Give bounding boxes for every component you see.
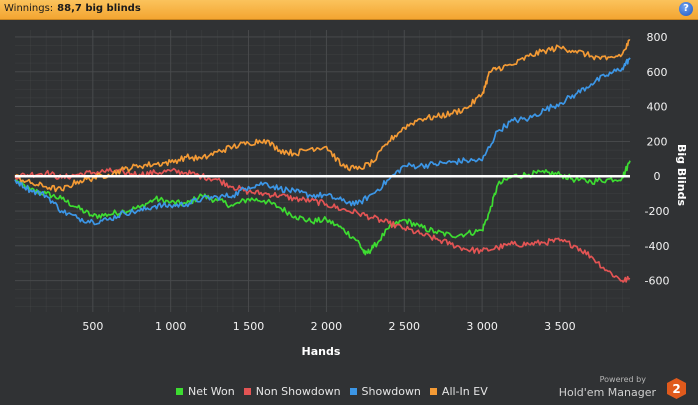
x-axis-ticks: 500 1 000 1 500 2 000 2 500 3 000 3 500 <box>82 320 575 333</box>
winnings-value: 88,7 big blinds <box>57 3 141 14</box>
branding: Powered by Hold'em Manager 2 <box>546 373 686 403</box>
version-badge: 2 <box>672 382 680 396</box>
x-tick-label: 500 <box>82 320 103 333</box>
y-tick-label: 600 <box>647 66 668 79</box>
y-tick-label: 800 <box>647 31 668 44</box>
winnings-chart: 500 1 000 1 500 2 000 2 500 3 000 3 500 800 600… <box>14 30 688 358</box>
title-bar: Winnings: 88,7 big blinds ? <box>0 0 698 20</box>
winnings-label: Winnings: <box>4 3 54 14</box>
y-tick-label: 400 <box>647 101 668 114</box>
x-tick-label: 3 000 <box>466 320 498 333</box>
chart-legend: Net Won Non Showdown Showdown All-In EV <box>176 385 497 398</box>
y-tick-label: -600 <box>645 275 670 288</box>
series-line-all-in-ev <box>14 39 631 193</box>
legend-item: Non Showdown <box>243 385 341 398</box>
chart-series <box>14 39 631 283</box>
chart-grid <box>15 30 630 312</box>
legend-label: All-In EV <box>441 385 488 398</box>
series-line-showdown <box>14 57 631 226</box>
legend-item: Net Won <box>176 385 235 398</box>
x-tick-label: 1 500 <box>233 320 265 333</box>
x-axis-title: Hands <box>302 345 341 358</box>
y-tick-label: 200 <box>647 135 668 148</box>
y-axis-ticks: 800 600 400 200 0 -200 -400 -600 <box>645 31 670 288</box>
x-tick-label: 2 000 <box>311 320 343 333</box>
help-button[interactable]: ? <box>679 2 693 16</box>
holdem-manager-logo-icon: 2 <box>667 378 686 399</box>
x-tick-label: 1 000 <box>155 320 187 333</box>
product-name: Hold'em Manager <box>558 386 656 399</box>
winnings-summary: Winnings: 88,7 big blinds <box>4 3 141 14</box>
legend-swatch <box>429 388 437 395</box>
y-tick-label: 0 <box>654 170 661 183</box>
powered-by-text: Powered by <box>599 375 646 384</box>
legend-label: Net Won <box>188 385 235 398</box>
legend-label: Showdown <box>361 385 421 398</box>
legend-swatch <box>349 388 357 395</box>
legend-swatch <box>243 388 251 395</box>
y-axis-title: Big Blinds <box>675 144 688 206</box>
legend-swatch <box>176 388 183 395</box>
legend-item: Showdown <box>349 385 421 398</box>
y-tick-label: -400 <box>645 240 670 253</box>
x-tick-label: 2 500 <box>388 320 420 333</box>
x-tick-label: 3 500 <box>544 320 576 333</box>
series-line-net-won <box>14 160 631 256</box>
series-line-non-showdown <box>14 167 631 283</box>
y-tick-label: -200 <box>645 205 670 218</box>
legend-label: Non Showdown <box>255 385 341 398</box>
legend-item: All-In EV <box>429 385 488 398</box>
